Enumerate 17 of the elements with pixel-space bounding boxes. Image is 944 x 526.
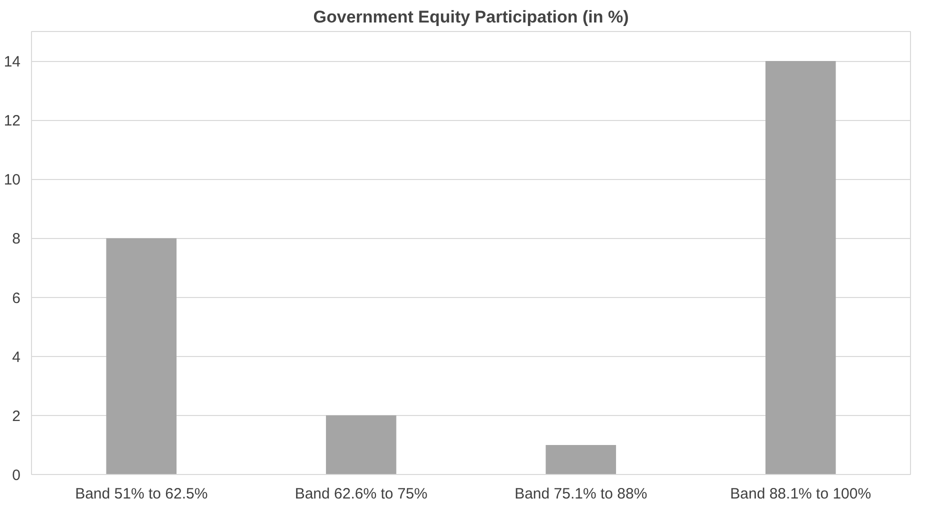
x-tick-label: Band 75.1% to 88%	[514, 486, 648, 502]
y-tick-label: 6	[12, 290, 20, 307]
y-tick-label: 10	[4, 172, 21, 189]
x-tick-label: Band 88.1% to 100%	[730, 486, 872, 502]
bar	[546, 444, 616, 474]
y-tick-label: 14	[4, 54, 21, 71]
y-tick-label: 4	[12, 348, 20, 366]
y-tick-label: 12	[4, 112, 21, 130]
y-tick-label: 8	[12, 230, 20, 248]
x-tick-label: Band 62.6% to 75%	[294, 486, 428, 502]
x-tick-label: Band 51% to 62.5%	[75, 486, 208, 502]
chart-title: Government Equity Participation (in %)	[313, 8, 629, 26]
y-tick-label: 0	[12, 467, 20, 484]
y-tick-label: 2	[12, 408, 20, 425]
bar	[326, 415, 396, 474]
bar	[106, 238, 177, 474]
bar	[765, 61, 836, 474]
